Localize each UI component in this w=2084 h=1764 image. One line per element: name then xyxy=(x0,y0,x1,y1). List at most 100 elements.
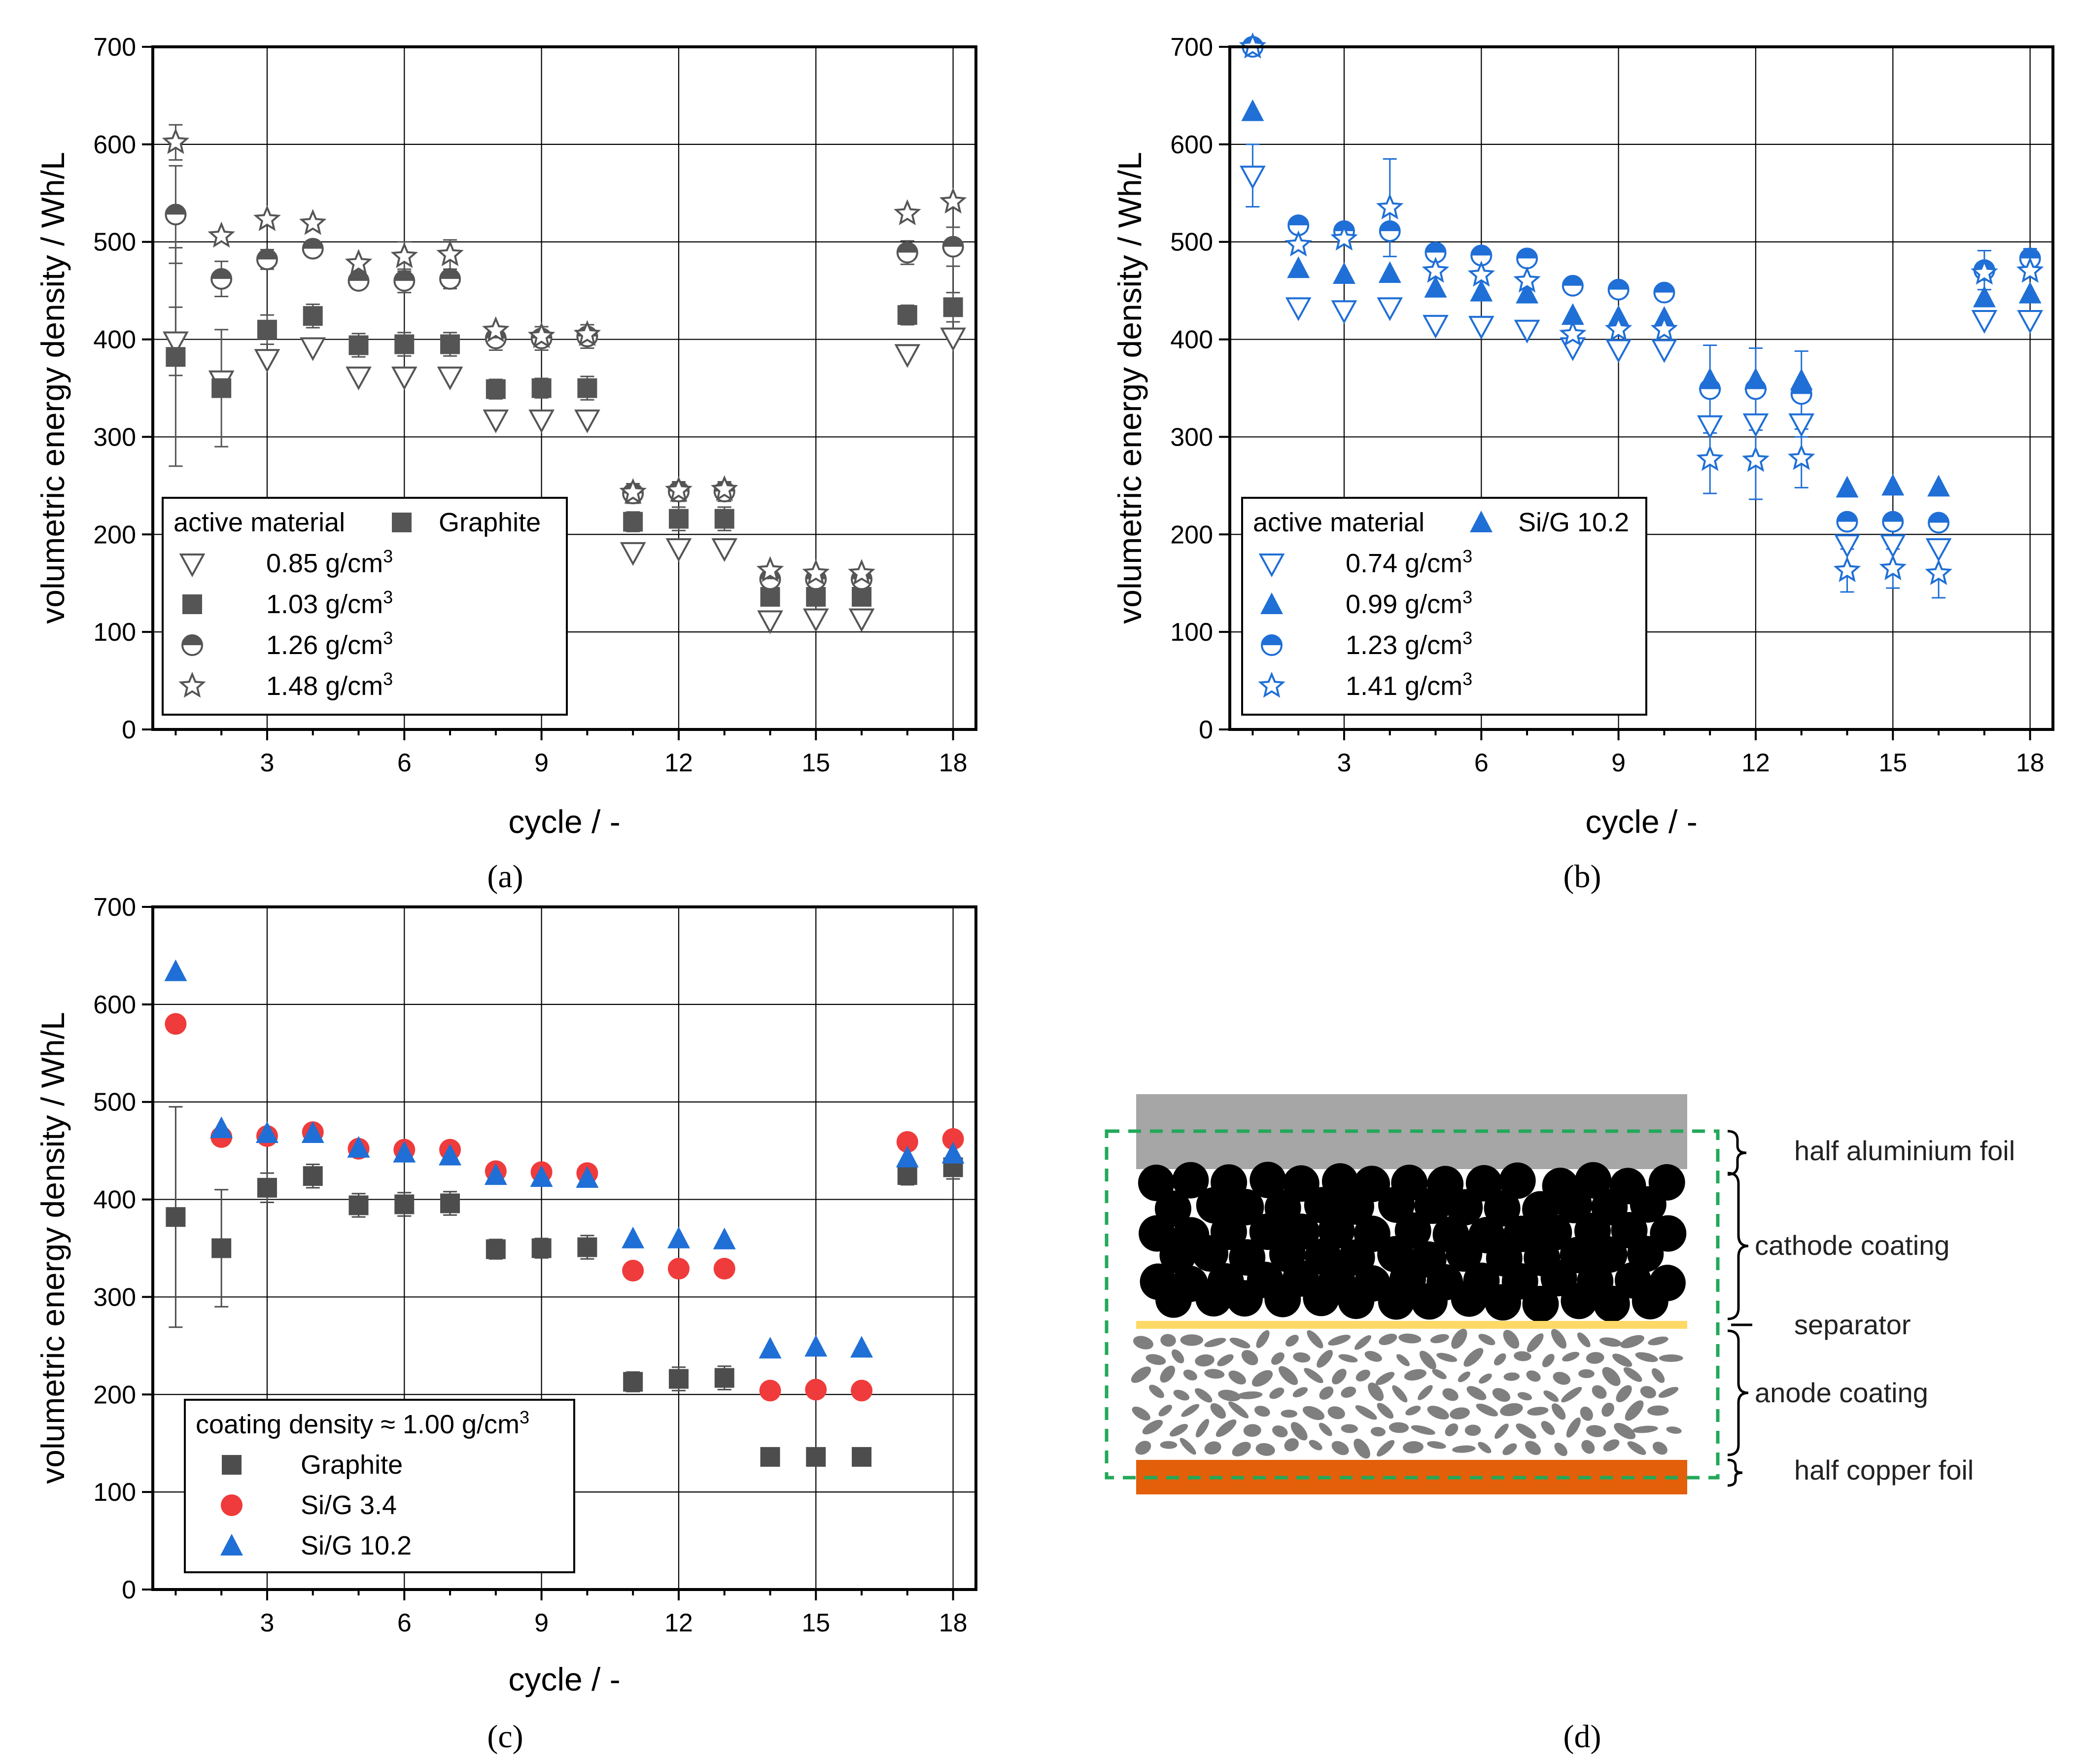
legend-title-marker xyxy=(392,513,412,532)
anode-particle xyxy=(1430,1334,1449,1344)
anode-particle xyxy=(1658,1386,1679,1398)
data-point-circle-filled xyxy=(759,1380,781,1402)
data-point-circle-filled xyxy=(942,1128,964,1150)
data-point-triangle-up-filled xyxy=(530,1165,553,1187)
anode-particle xyxy=(1436,1352,1458,1362)
data-point-triangle-down-open xyxy=(1331,300,1357,324)
anode-particle xyxy=(1319,1386,1334,1400)
legend-entry-label: 0.74 g/cm3 xyxy=(1346,546,1472,579)
anode-particle xyxy=(1195,1418,1210,1438)
anode-particle xyxy=(1614,1422,1636,1440)
data-point-square-filled xyxy=(486,1239,506,1259)
cathode-particle xyxy=(1138,1164,1175,1201)
data-point-triangle-up-filled xyxy=(439,1143,462,1166)
y-tick-label: 200 xyxy=(93,1381,136,1409)
anode-particle xyxy=(1181,1404,1200,1417)
legend-marker xyxy=(178,671,206,698)
x-tick-label: 6 xyxy=(1474,749,1489,777)
data-point-circle-filled xyxy=(667,1258,690,1280)
panel-b-y-axis-label: volumetric energy density / Wh/L xyxy=(1111,152,1148,623)
panel-c-ticks: 0 100 200 300 400 500 600 700 3 6 9 12 15 18 xyxy=(93,893,967,1637)
legend-box xyxy=(162,497,568,716)
data-point-triangle-down-open xyxy=(1697,415,1723,439)
data-point-circle-half xyxy=(1607,278,1630,301)
data-point-square-filled xyxy=(211,378,232,398)
anode-particle xyxy=(1217,1354,1234,1367)
anode-particle xyxy=(1404,1369,1426,1381)
data-point-square-filled xyxy=(623,512,643,532)
legend-entry-label: 0.99 g/cm3 xyxy=(1346,587,1472,620)
data-point-triangle-down-open xyxy=(1925,538,1952,562)
anode-particle xyxy=(1586,1352,1604,1364)
legend-entry-superscript: 3 xyxy=(383,546,393,566)
anode-particle xyxy=(1479,1373,1492,1384)
anode-particle xyxy=(1232,1442,1251,1456)
cathode-particle xyxy=(1451,1280,1488,1317)
data-point-circle-filled xyxy=(896,1131,918,1153)
data-point-triangle-up-filled xyxy=(393,1141,416,1163)
panel-a-plot-frame xyxy=(151,45,977,731)
legend-entry-label: Graphite xyxy=(301,1450,403,1480)
data-point-circle-filled xyxy=(622,1260,644,1282)
data-point-triangle-down-open xyxy=(1423,314,1449,339)
legend-title: active material xyxy=(1253,508,1424,537)
data-point-triangle-down-open xyxy=(391,366,417,390)
data-point-triangle-down-open xyxy=(437,366,463,390)
data-point-star xyxy=(253,205,281,231)
anode-particle xyxy=(1171,1349,1184,1364)
anode-particle xyxy=(1292,1387,1308,1398)
legend-entry-superscript: 3 xyxy=(383,669,393,689)
anode-particle xyxy=(1341,1424,1358,1433)
data-point-star xyxy=(710,475,738,501)
anode-particle xyxy=(1290,1422,1308,1441)
data-point-circle-filled xyxy=(713,1258,735,1280)
anode-particle xyxy=(1494,1353,1506,1366)
anode-particle xyxy=(1331,1441,1349,1455)
anode-particle xyxy=(1307,1330,1323,1349)
panel-a-caption: (a) xyxy=(487,859,523,895)
data-point-star xyxy=(1971,258,1998,285)
anode-particle xyxy=(1229,1338,1250,1349)
anode-particle xyxy=(1666,1426,1682,1434)
anode-particle xyxy=(1355,1405,1377,1420)
data-point-circle-half xyxy=(439,268,461,290)
anode-particle xyxy=(1526,1370,1541,1382)
label-separator: separator xyxy=(1794,1309,1911,1340)
data-point-circle-half xyxy=(896,242,918,264)
anode-particle xyxy=(1516,1423,1536,1439)
anode-particle xyxy=(1463,1348,1484,1367)
anode-particle xyxy=(1142,1419,1163,1435)
data-point-triangle-up-filled xyxy=(1973,285,1996,308)
anode-particle xyxy=(1627,1441,1646,1455)
anode-particle xyxy=(1195,1354,1215,1367)
x-tick-label: 3 xyxy=(260,749,274,777)
data-point-square-filled xyxy=(486,379,506,399)
data-point-star xyxy=(299,208,327,235)
brace-anode xyxy=(1727,1329,1749,1456)
panel-b-legend: active material Si/G 10.2 0.74 g/cm3 0.99 g… xyxy=(1241,497,1647,716)
cathode-particle xyxy=(1593,1285,1630,1322)
y-tick-label: 400 xyxy=(93,1186,136,1214)
data-point-triangle-down-open xyxy=(300,337,326,361)
label-half-aluminium-foil: half aluminium foil xyxy=(1794,1135,2015,1166)
cathode-particle xyxy=(1303,1280,1340,1316)
data-point-square-filled xyxy=(531,378,552,398)
anode-particle xyxy=(1601,1402,1614,1417)
data-point-triangle-down-open xyxy=(1285,297,1312,321)
legend-title-superscript: 3 xyxy=(520,1407,529,1427)
x-tick-label: 3 xyxy=(260,1609,274,1637)
data-point-circle-filled xyxy=(851,1380,873,1402)
anode-particle xyxy=(1464,1424,1481,1436)
anode-particle xyxy=(1640,1386,1656,1399)
data-point-square-filled xyxy=(852,587,872,607)
data-point-triangle-down-open xyxy=(848,608,875,632)
data-point-triangle-down-open xyxy=(528,409,555,433)
anode-particle xyxy=(1602,1367,1621,1386)
cathode-particle xyxy=(1378,1283,1415,1320)
anode-coating-layer xyxy=(1131,1328,1683,1459)
cathode-particle xyxy=(1411,1283,1448,1320)
anode-particle xyxy=(1492,1388,1511,1402)
anode-particle xyxy=(1228,1401,1249,1418)
anode-particle xyxy=(1517,1392,1532,1401)
anode-particle xyxy=(1254,1406,1270,1417)
